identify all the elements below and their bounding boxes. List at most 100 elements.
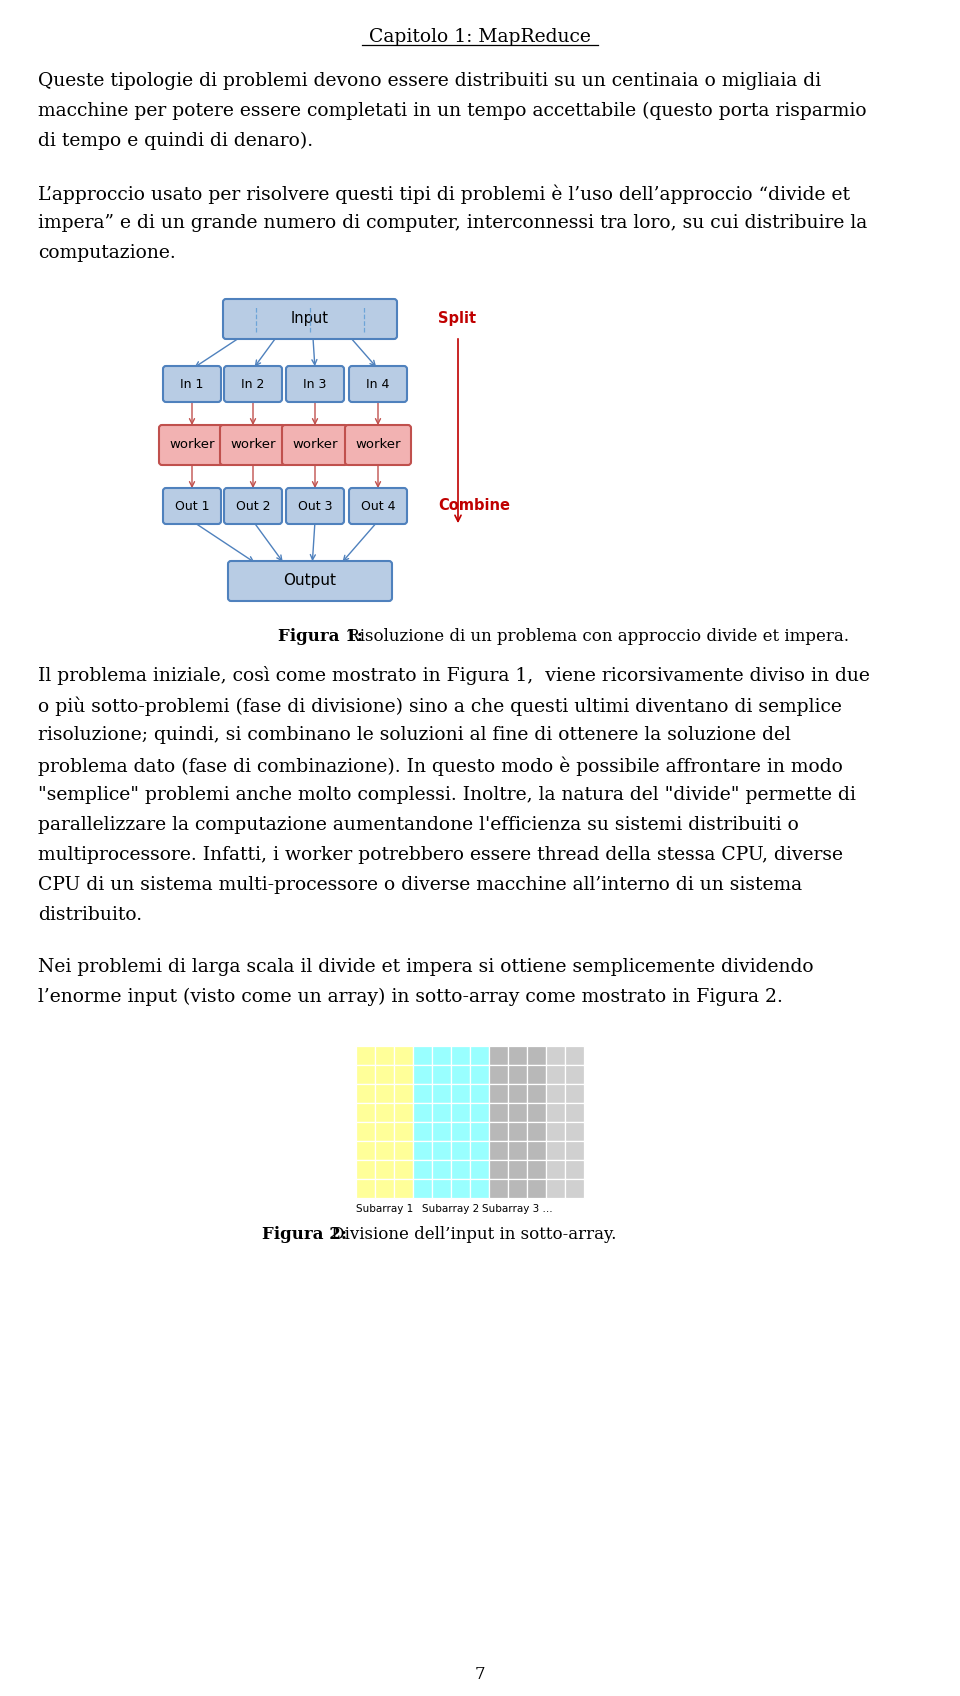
Text: o più sotto-problemi (fase di divisione) sino a che questi ultimi diventano di s: o più sotto-problemi (fase di divisione)… (38, 695, 842, 716)
Text: Out 2: Out 2 (236, 500, 271, 512)
FancyBboxPatch shape (282, 426, 348, 465)
Bar (394, 1160, 413, 1179)
Bar (565, 1065, 584, 1084)
Bar (470, 1102, 489, 1123)
Bar (527, 1084, 546, 1102)
Bar (394, 1065, 413, 1084)
Bar (356, 1160, 375, 1179)
Bar (375, 1160, 394, 1179)
Bar (432, 1084, 451, 1102)
Bar (451, 1141, 470, 1160)
Text: multiprocessore. Infatti, i worker potrebbero essere thread della stessa CPU, di: multiprocessore. Infatti, i worker potre… (38, 846, 843, 863)
Bar (413, 1179, 432, 1197)
Bar (394, 1123, 413, 1141)
Text: l’enorme input (visto come un array) in sotto-array come mostrato in Figura 2.: l’enorme input (visto come un array) in … (38, 989, 782, 1006)
Text: Input: Input (291, 312, 329, 327)
Text: Capitolo 1: MapReduce: Capitolo 1: MapReduce (369, 29, 591, 46)
Bar (527, 1179, 546, 1197)
Bar (432, 1123, 451, 1141)
Bar (546, 1084, 565, 1102)
Text: Out 4: Out 4 (361, 500, 396, 512)
Bar (432, 1179, 451, 1197)
Bar (489, 1065, 508, 1084)
Bar (375, 1179, 394, 1197)
Bar (470, 1065, 489, 1084)
Text: worker: worker (169, 439, 215, 451)
Bar (489, 1141, 508, 1160)
Text: L’approccio usato per risolvere questi tipi di problemi è l’uso dell’approccio “: L’approccio usato per risolvere questi t… (38, 183, 850, 204)
Bar (451, 1065, 470, 1084)
Text: Subarray 3 ...: Subarray 3 ... (482, 1204, 553, 1214)
Bar (489, 1102, 508, 1123)
Text: distribuito.: distribuito. (38, 906, 142, 924)
Bar (375, 1046, 394, 1065)
Text: computazione.: computazione. (38, 244, 176, 261)
Text: Figura 1:: Figura 1: (278, 628, 363, 644)
Bar (470, 1084, 489, 1102)
Bar (508, 1084, 527, 1102)
Bar (413, 1084, 432, 1102)
Bar (527, 1102, 546, 1123)
FancyBboxPatch shape (286, 366, 344, 402)
Bar (470, 1046, 489, 1065)
Bar (489, 1160, 508, 1179)
Bar (489, 1084, 508, 1102)
FancyBboxPatch shape (349, 366, 407, 402)
Bar (508, 1141, 527, 1160)
Bar (394, 1084, 413, 1102)
Text: Subarray 2: Subarray 2 (422, 1204, 480, 1214)
Bar (546, 1046, 565, 1065)
Text: Figura 2:: Figura 2: (262, 1226, 347, 1243)
Text: problema dato (fase di combinazione). In questo modo è possibile affrontare in m: problema dato (fase di combinazione). In… (38, 756, 843, 775)
FancyBboxPatch shape (159, 426, 225, 465)
Text: worker: worker (292, 439, 338, 451)
Text: risoluzione; quindi, si combinano le soluzioni al fine di ottenere la soluzione : risoluzione; quindi, si combinano le sol… (38, 726, 791, 745)
Text: Il problema iniziale, così come mostrato in Figura 1,  viene ricorsivamente divi: Il problema iniziale, così come mostrato… (38, 667, 870, 685)
Text: In 1: In 1 (180, 378, 204, 390)
Text: In 3: In 3 (303, 378, 326, 390)
Bar (375, 1102, 394, 1123)
Text: worker: worker (230, 439, 276, 451)
Text: CPU di un sistema multi-processore o diverse macchine all’interno di un sistema: CPU di un sistema multi-processore o div… (38, 877, 803, 894)
Bar (527, 1123, 546, 1141)
FancyBboxPatch shape (349, 488, 407, 524)
Bar (432, 1141, 451, 1160)
Text: Queste tipologie di problemi devono essere distribuiti su un centinaia o migliai: Queste tipologie di problemi devono esse… (38, 71, 821, 90)
Bar (451, 1046, 470, 1065)
Bar (546, 1160, 565, 1179)
Bar (470, 1141, 489, 1160)
FancyBboxPatch shape (220, 426, 286, 465)
Bar (527, 1065, 546, 1084)
Bar (356, 1141, 375, 1160)
Bar (508, 1179, 527, 1197)
Bar (470, 1160, 489, 1179)
Text: di tempo e quindi di denaro).: di tempo e quindi di denaro). (38, 132, 313, 151)
FancyBboxPatch shape (345, 426, 411, 465)
Bar (546, 1065, 565, 1084)
Bar (356, 1102, 375, 1123)
Bar (546, 1123, 565, 1141)
Text: macchine per potere essere completati in un tempo accettabile (questo porta risp: macchine per potere essere completati in… (38, 102, 867, 120)
Text: "semplice" problemi anche molto complessi. Inoltre, la natura del "divide" perme: "semplice" problemi anche molto compless… (38, 785, 856, 804)
Text: Split: Split (438, 312, 476, 327)
Text: Subarray 1: Subarray 1 (356, 1204, 413, 1214)
Text: In 2: In 2 (241, 378, 265, 390)
Text: Output: Output (283, 573, 337, 589)
Bar (375, 1065, 394, 1084)
Text: Combine: Combine (438, 499, 510, 514)
Bar (356, 1065, 375, 1084)
FancyBboxPatch shape (223, 298, 397, 339)
Bar (375, 1141, 394, 1160)
FancyBboxPatch shape (286, 488, 344, 524)
Bar (546, 1102, 565, 1123)
Bar (413, 1046, 432, 1065)
Bar (356, 1179, 375, 1197)
Bar (413, 1102, 432, 1123)
Bar (394, 1179, 413, 1197)
Bar (527, 1141, 546, 1160)
Bar (413, 1141, 432, 1160)
Bar (546, 1179, 565, 1197)
Bar (394, 1102, 413, 1123)
Bar (432, 1046, 451, 1065)
Bar (451, 1084, 470, 1102)
